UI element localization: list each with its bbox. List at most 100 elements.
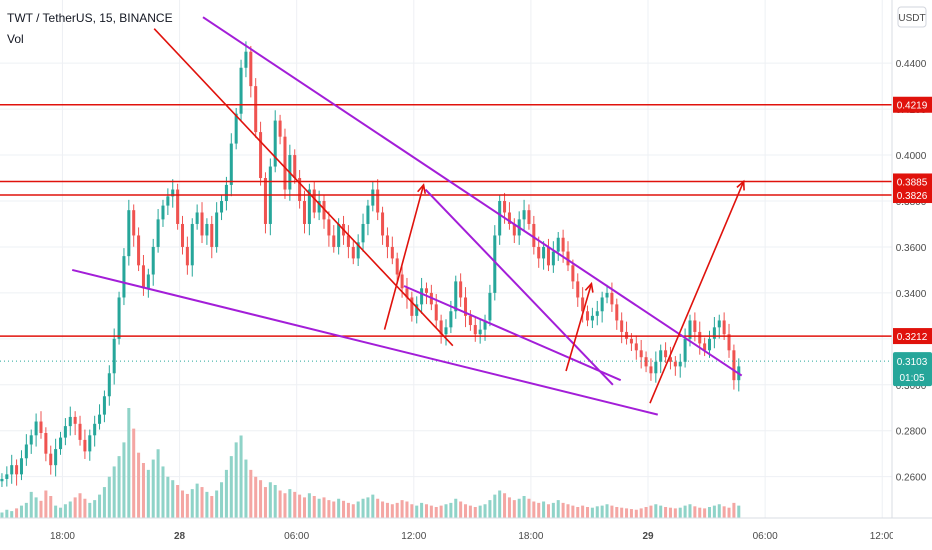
candle	[68, 406, 72, 436]
candle-body	[424, 288, 428, 293]
candle	[717, 314, 721, 339]
volume-bar	[283, 493, 287, 518]
time-tick-label: 12:00	[401, 531, 426, 542]
volume-bar	[400, 500, 404, 518]
volume-bar	[664, 507, 668, 518]
candle	[522, 199, 526, 231]
currency-button-label[interactable]: USDT	[898, 13, 925, 24]
time-axis[interactable]	[0, 517, 932, 550]
candle-body	[605, 292, 609, 298]
candle	[703, 337, 707, 357]
red-arrow-line[interactable]	[565, 283, 593, 372]
candle-body	[68, 416, 72, 427]
volume-bar	[322, 497, 326, 518]
candle-body	[98, 414, 102, 424]
volume-bar	[556, 500, 560, 518]
candle-body	[483, 320, 487, 330]
candle	[107, 365, 111, 406]
volume-bar	[107, 476, 111, 518]
candle	[327, 211, 331, 247]
volume-bar	[254, 476, 258, 518]
volume-bar	[141, 463, 145, 518]
candle-body	[444, 327, 448, 335]
volume-bar	[571, 505, 575, 518]
time-axis-background	[0, 518, 932, 550]
volume-bar	[346, 502, 350, 518]
red-arrow-line[interactable]	[383, 184, 425, 330]
candle-body	[420, 288, 424, 305]
price-axis[interactable]	[891, 0, 932, 518]
candle	[244, 41, 248, 78]
volume-bar	[668, 507, 672, 518]
candle	[488, 284, 492, 327]
arrow-head	[417, 183, 427, 194]
candle	[259, 121, 263, 186]
volume-bar	[229, 456, 233, 518]
volume-bar	[312, 496, 316, 518]
candle	[15, 459, 19, 486]
candle-body	[434, 304, 438, 321]
volume-bar	[351, 504, 355, 518]
candle	[49, 445, 53, 475]
candle-body	[151, 246, 155, 275]
currency-button-frame[interactable]	[897, 6, 927, 28]
currency-button[interactable]: USDT	[897, 6, 927, 28]
candle	[302, 190, 307, 234]
volume-bar	[585, 507, 590, 518]
volume-bar	[273, 485, 277, 518]
candle-body	[395, 258, 399, 275]
candle-body	[498, 200, 502, 236]
candle-body	[668, 357, 672, 362]
candle-body	[385, 235, 389, 247]
volume-bar	[54, 505, 58, 518]
candle-body	[171, 189, 175, 197]
price-tick-label: 0.3600	[896, 243, 927, 254]
candle	[273, 110, 277, 173]
candle-body	[166, 196, 170, 206]
candle-body	[24, 444, 28, 459]
candle-body	[522, 210, 526, 220]
candle	[54, 438, 58, 477]
purple-trendline[interactable]	[403, 285, 622, 382]
candlesticks	[0, 41, 741, 487]
candle	[263, 172, 267, 234]
candle	[98, 404, 102, 430]
level-price-tag-text: 0.3212	[897, 332, 928, 343]
candle-body	[449, 311, 453, 328]
candle-body	[210, 223, 214, 247]
red-arrow-line[interactable]	[649, 181, 745, 404]
trend-drawings[interactable]	[71, 16, 745, 416]
candle	[239, 59, 243, 122]
candle-body	[590, 315, 594, 321]
volume-bar	[268, 482, 272, 518]
volume-bar	[542, 501, 546, 518]
volume-bar	[249, 469, 253, 518]
candle-body	[259, 132, 263, 179]
volume-bar	[381, 501, 385, 518]
candle-body	[185, 246, 189, 266]
candle	[576, 273, 580, 307]
volume-bar	[483, 504, 487, 518]
volume-bar	[512, 500, 516, 518]
volume-bar	[678, 507, 682, 518]
candle-body	[83, 439, 87, 452]
candle-body	[141, 265, 145, 289]
candle	[620, 312, 624, 344]
candle-body	[464, 297, 468, 316]
candle-body	[503, 200, 507, 213]
candle-body	[161, 205, 165, 220]
candle	[698, 321, 702, 355]
candle	[571, 259, 575, 289]
candle-body	[176, 189, 180, 224]
candle-body	[190, 223, 194, 266]
candle-body	[576, 281, 580, 298]
purple-trendline[interactable]	[424, 188, 614, 386]
volume-bar	[215, 490, 219, 518]
purple-trendline[interactable]	[71, 268, 659, 416]
candle	[420, 277, 424, 314]
purple-trendline[interactable]	[202, 16, 743, 377]
candle-body	[351, 246, 355, 259]
red-trendline[interactable]	[153, 28, 454, 347]
candle	[0, 473, 4, 487]
